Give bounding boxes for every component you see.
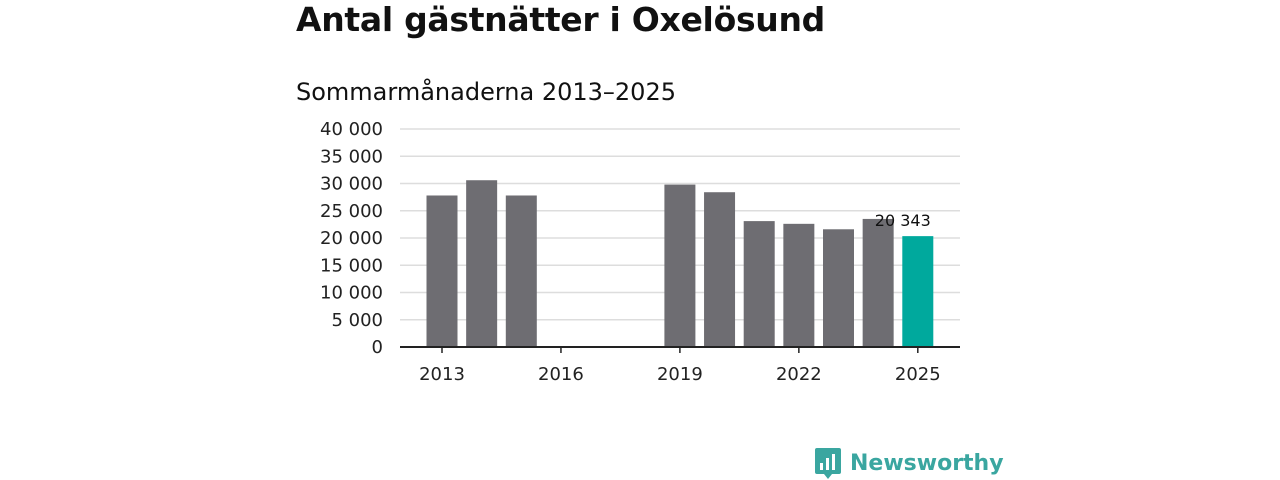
- y-tick-label: 10 000: [320, 283, 383, 304]
- bar-2013: [426, 195, 458, 347]
- x-tick-label: 2013: [419, 364, 465, 385]
- data-label-2025: 20 343: [875, 211, 931, 230]
- y-tick-label: 25 000: [320, 201, 383, 222]
- y-tick-label: 30 000: [320, 174, 383, 195]
- bar-2022: [783, 223, 815, 347]
- bar-2015: [505, 195, 537, 347]
- y-tick-label: 0: [372, 337, 383, 358]
- chart-subtitle: Sommarmånaderna 2013–2025: [296, 78, 676, 106]
- y-tick-label: 35 000: [320, 146, 383, 167]
- bar-2024: [862, 218, 894, 347]
- x-tick-label: 2025: [895, 364, 941, 385]
- y-tick-label: 15 000: [320, 255, 383, 276]
- bar-2023: [823, 229, 854, 347]
- bar-2019: [664, 184, 696, 347]
- newsworthy-brand: Newsworthy: [814, 446, 1004, 480]
- y-tick-label: 40 000: [320, 119, 383, 140]
- bar-2025: [902, 236, 934, 347]
- bar-chart: 0 5 000 10 000 15 000 20 000 25 000 30 000 35 0…: [320, 119, 960, 385]
- chart-title: Antal gästnätter i Oxelösund: [296, 0, 825, 39]
- bar-2021: [743, 221, 775, 347]
- y-tick-label: 5 000: [331, 310, 383, 331]
- bar-2020: [704, 192, 736, 347]
- bar-2014: [466, 180, 498, 347]
- x-tick-label: 2016: [538, 364, 584, 385]
- newsworthy-logo-icon: [815, 448, 841, 479]
- x-tick-label: 2019: [657, 364, 703, 385]
- brand-name: Newsworthy: [850, 450, 1004, 476]
- x-tick-label: 2022: [776, 364, 822, 385]
- y-tick-label: 20 000: [320, 228, 383, 249]
